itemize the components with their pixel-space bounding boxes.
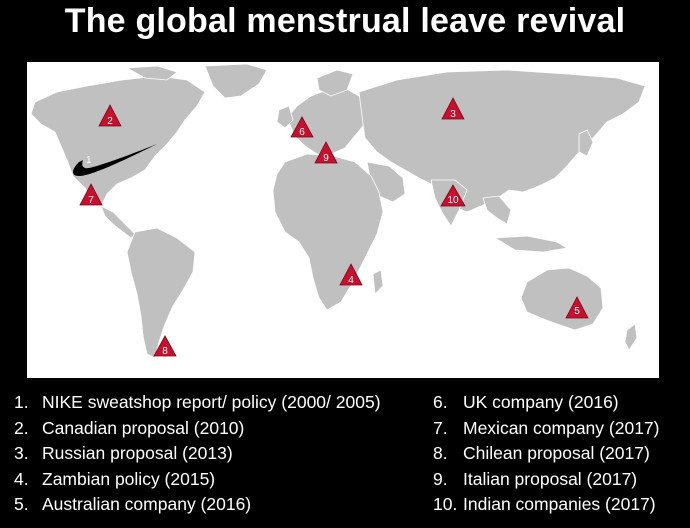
greenland-landmass: [204, 63, 268, 99]
legend-text: Zambian policy (2015): [42, 468, 216, 489]
indonesia-islands: [493, 235, 569, 253]
marker-label: 3: [450, 109, 456, 120]
marker-9: 9: [314, 141, 338, 164]
legend-item: 4. Zambian policy (2015): [14, 467, 381, 493]
nike-swoosh-icon: [73, 144, 157, 176]
australia-landmass: [520, 267, 604, 331]
marker-4: 4: [339, 263, 363, 286]
marker-10: 10: [440, 184, 466, 207]
legend-number: 7.: [433, 417, 448, 438]
marker-label: 7: [88, 195, 94, 206]
legend-item: 7. Mexican company (2017): [433, 416, 659, 442]
south-america-landmass: [126, 227, 196, 359]
world-map: 1 2 3 6 9 7 10 4: [27, 62, 659, 378]
legend-text: Canadian proposal (2010): [42, 417, 245, 438]
marker-label: 10: [447, 195, 459, 206]
marker-label: 9: [323, 153, 329, 164]
legend-item: 6. UK company (2016): [433, 390, 659, 416]
marker-3: 3: [441, 97, 465, 120]
japan-islands: [578, 129, 594, 157]
central-america-landmass: [100, 205, 136, 239]
legend-number: 3.: [14, 443, 29, 464]
legend-number: 8.: [433, 443, 448, 464]
marker-label: 2: [107, 116, 113, 127]
asia-landmass: [358, 69, 646, 213]
legend-number: 10.: [433, 494, 458, 515]
legend-number: 5.: [14, 494, 29, 515]
legend-item: 3. Russian proposal (2013): [14, 441, 381, 467]
marker-5: 5: [565, 296, 589, 319]
legend-text: UK company (2016): [463, 392, 619, 412]
legend-item: 8. Chilean proposal (2017): [433, 441, 659, 467]
legend-number: 6.: [433, 392, 448, 412]
legend-item: 9. Italian proposal (2017): [433, 467, 659, 493]
marker-7: 7: [79, 183, 103, 206]
legend-text: Chilean proposal (2017): [463, 443, 650, 464]
marker-2: 2: [98, 104, 122, 127]
legend-left-column: 1. NIKE sweatshop report/ policy (2000/ 2…: [14, 390, 381, 518]
legend-text: Australian company (2016): [42, 494, 252, 515]
marker-label: 5: [574, 306, 580, 317]
legend-number: 4.: [14, 468, 29, 489]
marker-label: 8: [162, 346, 168, 357]
marker-label: 4: [348, 275, 354, 286]
africa-landmass: [272, 153, 384, 311]
legend-text: NIKE sweatshop report/ policy (2000/ 200…: [42, 392, 381, 412]
legend-item: 1. NIKE sweatshop report/ policy (2000/ 2…: [14, 390, 381, 416]
arctic-islands: [125, 65, 178, 81]
legend-text: Italian proposal (2017): [463, 468, 638, 489]
madagascar-island: [372, 269, 384, 295]
legend-item: 5. Australian company (2016): [14, 492, 381, 518]
page-title: The global menstrual leave revival: [64, 2, 626, 40]
marker-6: 6: [290, 116, 314, 138]
british-isles: [276, 105, 294, 129]
legend-item: 10. Indian companies (2017): [433, 492, 659, 518]
new-zealand-islands: [624, 323, 638, 351]
legend-right-column: 6. UK company (2016) 7. Mexican company (2…: [433, 390, 659, 518]
legend-number: 9.: [433, 468, 448, 489]
legend-text: Indian companies (2017): [463, 494, 656, 515]
marker-8: 8: [153, 335, 177, 357]
legend-text: Mexican company (2017): [463, 417, 660, 438]
north-america-landmass: [30, 75, 206, 207]
scandinavia-landmass: [316, 69, 354, 97]
marker-label: 6: [299, 127, 305, 138]
legend-item: 2. Canadian proposal (2010): [14, 416, 381, 442]
legend-number: 1.: [14, 392, 29, 412]
southeast-asia-landmass: [482, 195, 512, 225]
world-map-svg: 1 2 3 6 9 7 10 4: [30, 63, 646, 359]
legend-number: 2.: [14, 417, 29, 438]
legend-text: Russian proposal (2013): [42, 443, 233, 464]
swoosh-label: 1: [86, 155, 92, 166]
